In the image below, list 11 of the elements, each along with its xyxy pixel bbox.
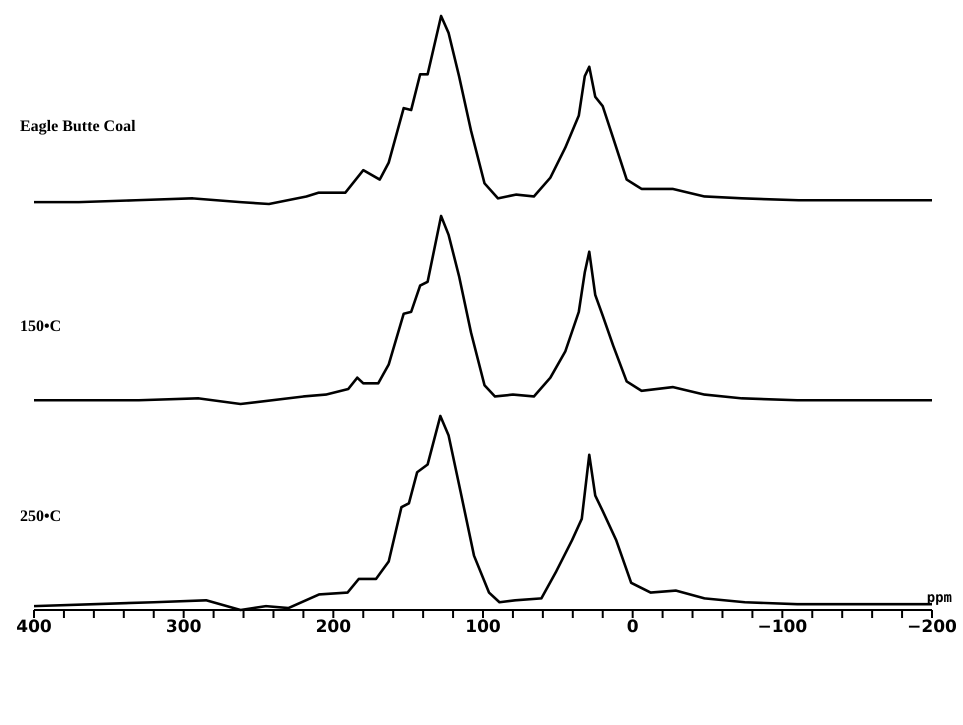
text: 150•C	[20, 318, 62, 336]
x-tick-label: 100	[465, 617, 501, 638]
x-tick-label: −100	[757, 617, 808, 638]
x-tick-label: 0	[626, 617, 639, 638]
x-tick-label: 400	[16, 617, 52, 638]
text: 250•C	[20, 508, 62, 526]
text: Eagle Butte Coal	[20, 118, 136, 136]
x-tick-label: 300	[166, 617, 202, 638]
x-axis-title: ppm	[926, 590, 952, 606]
x-tick-label: −200	[907, 617, 958, 638]
x-tick-label: 200	[316, 617, 352, 638]
